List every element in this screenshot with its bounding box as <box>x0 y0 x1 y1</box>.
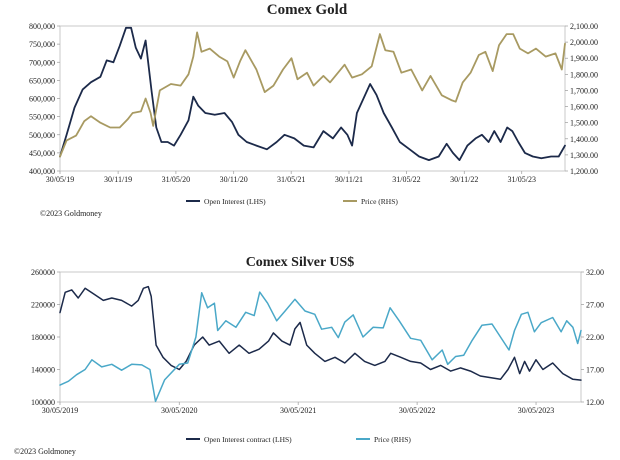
gold-right-tick-label: 1,900.00 <box>570 54 598 63</box>
gold-right-axis-ticks: 1,200.00 1,300.00 1,400.00 1,500.00 1,600.00… <box>565 22 598 176</box>
gold-left-tick-label: 700,000 <box>29 58 55 67</box>
silver-chart: Comex Silver US$ 100000 140000 180000 22000… <box>14 255 604 456</box>
silver-left-tick-label: 140000 <box>31 366 55 375</box>
gold-x-tick-label: 31/05/23 <box>508 175 536 184</box>
gold-legend: Open Interest (LHS) Price (RHS) <box>186 197 398 206</box>
gold-x-tick-label: 30/11/21 <box>335 175 363 184</box>
gold-price-line <box>59 31 566 158</box>
gold-x-tick-label: 30/11/19 <box>104 175 132 184</box>
silver-left-tick-label: 260000 <box>31 268 55 277</box>
gold-left-tick-label: 750,000 <box>29 40 55 49</box>
gold-chart-title: Comex Gold <box>267 2 348 18</box>
silver-legend-oi: Open Interest contract (LHS) <box>204 435 292 444</box>
gold-right-tick-label: 1,300.00 <box>570 151 598 160</box>
silver-right-tick-label: 32.00 <box>586 268 604 277</box>
gold-right-tick-label: 2,000.00 <box>570 38 598 47</box>
silver-copyright: ©2023 Goldmoney <box>14 447 76 456</box>
silver-series-lines <box>59 285 582 403</box>
silver-right-tick-label: 17.00 <box>586 366 604 375</box>
gold-right-tick-label: 2,100.00 <box>570 22 598 31</box>
gold-right-tick-label: 1,600.00 <box>570 103 598 112</box>
silver-price-line <box>59 291 582 403</box>
silver-left-axis-ticks: 100000 140000 180000 220000 260000 <box>31 268 60 407</box>
silver-plot-area <box>59 271 582 403</box>
gold-x-tick-label: 31/05/22 <box>392 175 420 184</box>
silver-right-tick-label: 27.00 <box>586 301 604 310</box>
gold-left-tick-label: 400,000 <box>29 167 55 176</box>
silver-x-axis-ticks: 30/05/2019 30/05/2020 30/05/2021 30/05/2022… <box>42 402 554 415</box>
gold-left-tick-label: 600,000 <box>29 95 55 104</box>
silver-left-tick-label: 100000 <box>31 398 55 407</box>
gold-x-tick-label: 31/05/20 <box>162 175 190 184</box>
gold-left-tick-label: 500,000 <box>29 131 55 140</box>
gold-left-tick-label: 800,000 <box>29 22 55 31</box>
gold-left-tick-label: 650,000 <box>29 76 55 85</box>
gold-left-tick-label: 550,000 <box>29 113 55 122</box>
gold-left-tick-label: 450,000 <box>29 149 55 158</box>
silver-x-tick-label: 30/05/2019 <box>42 406 78 415</box>
gold-x-tick-label: 31/05/21 <box>277 175 305 184</box>
silver-legend: Open Interest contract (LHS) Price (RHS) <box>186 435 411 444</box>
silver-right-axis-ticks: 12.00 17.00 22.00 27.00 32.00 <box>581 268 604 407</box>
silver-open-interest-line <box>59 285 582 381</box>
gold-right-tick-label: 1,400.00 <box>570 135 598 144</box>
gold-legend-price: Price (RHS) <box>361 197 398 206</box>
gold-chart: Comex Gold 400,000 450,000 500,000 550,000 6… <box>29 2 598 218</box>
gold-x-tick-label: 30/05/19 <box>46 175 74 184</box>
silver-x-tick-label: 30/05/2022 <box>399 406 435 415</box>
silver-right-tick-label: 22.00 <box>586 333 604 342</box>
silver-legend-price: Price (RHS) <box>374 435 411 444</box>
silver-right-tick-label: 12.00 <box>586 398 604 407</box>
gold-right-tick-label: 1,200.00 <box>570 167 598 176</box>
silver-chart-title: Comex Silver US$ <box>246 255 355 270</box>
gold-open-interest-line <box>59 26 566 162</box>
silver-x-tick-label: 30/05/2021 <box>280 406 316 415</box>
silver-x-tick-label: 30/05/2020 <box>161 406 197 415</box>
silver-x-tick-label: 30/05/2023 <box>518 406 554 415</box>
gold-left-axis-ticks: 400,000 450,000 500,000 550,000 600,000 650,0… <box>29 22 60 176</box>
gold-right-tick-label: 1,800.00 <box>570 70 598 79</box>
gold-right-tick-label: 1,700.00 <box>570 86 598 95</box>
gold-x-tick-label: 30/11/20 <box>220 175 248 184</box>
silver-left-tick-label: 180000 <box>31 333 55 342</box>
gold-x-axis-ticks: 30/05/19 30/11/19 31/05/20 30/11/20 31/05/21… <box>46 171 536 184</box>
gold-x-tick-label: 30/11/22 <box>450 175 478 184</box>
gold-copyright: ©2023 Goldmoney <box>40 209 102 218</box>
gold-legend-oi: Open Interest (LHS) <box>204 197 266 206</box>
silver-left-tick-label: 220000 <box>31 301 55 310</box>
gold-series-lines <box>59 26 566 162</box>
gold-right-tick-label: 1,500.00 <box>570 119 598 128</box>
